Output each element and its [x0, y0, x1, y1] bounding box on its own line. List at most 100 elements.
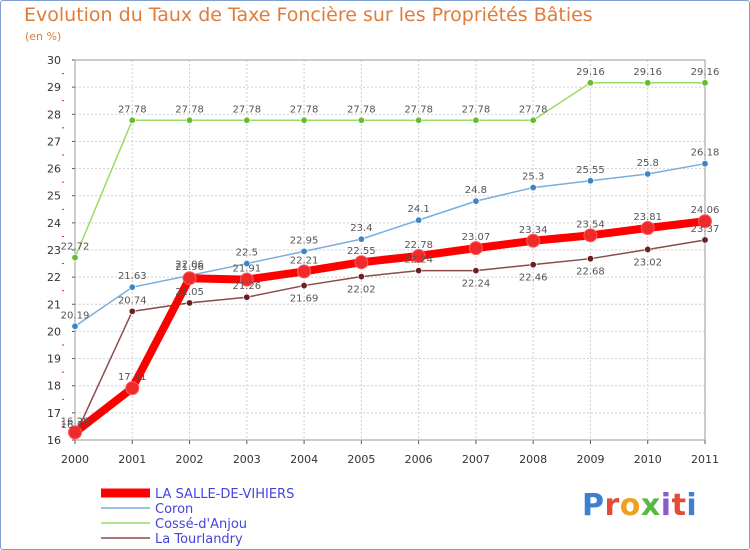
- data-label: 20.74: [118, 295, 147, 306]
- data-label: 27.78: [290, 104, 319, 115]
- y-tick-label: 20: [47, 325, 61, 338]
- data-point: [411, 248, 426, 263]
- y-tick-label: 27: [47, 135, 61, 148]
- data-label: 29.16: [576, 67, 605, 78]
- data-point: [472, 197, 480, 205]
- y-tick-label: 16: [47, 434, 61, 447]
- x-tick-label: 2000: [61, 453, 89, 466]
- data-point: [300, 247, 308, 255]
- data-point: [125, 381, 140, 396]
- data-point: [182, 271, 197, 286]
- data-point: [644, 79, 652, 87]
- data-label: 27.78: [232, 104, 261, 115]
- data-point: [583, 228, 598, 243]
- data-label: 22.02: [347, 285, 376, 296]
- data-point: [297, 264, 312, 279]
- logo-letter: t: [671, 488, 687, 523]
- y-tick-label: 24: [47, 217, 61, 230]
- data-label: 22.21: [290, 255, 319, 266]
- chart-unit-label: (en %): [25, 30, 62, 43]
- data-labels-layer: 16.28 17.91 21.96 21.91 22.21 22.55 22.78 23.07…: [61, 67, 720, 431]
- data-label: 21.05: [175, 287, 204, 298]
- data-point: [701, 79, 709, 87]
- data-point: [644, 245, 652, 253]
- data-label: 17.91: [118, 372, 147, 383]
- data-label: 22.72: [61, 242, 90, 253]
- y-tick-label: 23: [47, 244, 61, 257]
- data-label: 27.78: [462, 104, 491, 115]
- data-point: [68, 425, 82, 440]
- data-point: [300, 116, 308, 124]
- data-label: 25.55: [576, 165, 605, 176]
- legend: LA SALLE-DE-VIHIERSCoronCossé-d'AnjouLa …: [101, 487, 294, 547]
- data-label: 27.78: [118, 104, 147, 115]
- data-label: 27.78: [404, 104, 433, 115]
- data-point: [526, 233, 541, 248]
- data-label: 22.78: [404, 240, 433, 251]
- series-points-layer: [68, 79, 712, 440]
- data-point: [357, 116, 365, 124]
- data-point: [128, 283, 136, 291]
- data-point: [243, 260, 251, 268]
- data-point: [529, 184, 537, 192]
- logo-letter: P: [582, 488, 605, 523]
- x-tick-label: 2004: [290, 453, 318, 466]
- proxiti-logo: Proxiti: [582, 488, 697, 523]
- x-tick-label: 2001: [118, 453, 146, 466]
- data-point: [71, 254, 79, 262]
- data-point: [644, 170, 652, 178]
- x-tick-label: 2011: [691, 453, 719, 466]
- data-point: [586, 255, 594, 263]
- legend-label: LA SALLE-DE-VIHIERS: [155, 487, 294, 502]
- y-tick-label: 28: [47, 108, 61, 121]
- series-line-0: [71, 217, 709, 437]
- data-point: [354, 255, 369, 270]
- data-label: 25.3: [522, 172, 544, 183]
- data-label: 22.46: [519, 273, 548, 284]
- x-tick-label: 2008: [519, 453, 547, 466]
- data-point: [529, 116, 537, 124]
- data-point: [472, 267, 480, 275]
- data-label: 29.16: [633, 67, 662, 78]
- data-label: 21.96: [175, 262, 204, 273]
- data-point: [186, 299, 194, 307]
- data-point: [128, 116, 136, 124]
- x-tick-label: 2007: [462, 453, 490, 466]
- x-tick-label: 2005: [347, 453, 375, 466]
- data-label: 21.91: [232, 264, 261, 275]
- data-label: 25.8: [637, 158, 659, 169]
- chart-title: Evolution du Taux de Taxe Foncière sur l…: [24, 4, 593, 26]
- logo-letter: x: [640, 488, 661, 523]
- y-tick-label: 22: [47, 271, 61, 284]
- x-tick-label: 2003: [233, 453, 261, 466]
- data-label: 27.78: [175, 104, 204, 115]
- data-point: [357, 273, 365, 281]
- data-label: 22.68: [576, 267, 605, 278]
- logo-letter: i: [660, 488, 672, 523]
- data-point: [701, 236, 709, 244]
- x-tick-label: 2006: [405, 453, 433, 466]
- data-point: [71, 322, 79, 330]
- logo-letter: r: [604, 488, 620, 523]
- data-label: 24.1: [408, 204, 430, 215]
- data-label: 24.8: [465, 185, 487, 196]
- data-label: 21.26: [232, 281, 261, 292]
- data-label: 24.06: [691, 205, 720, 216]
- data-label: 29.16: [691, 67, 720, 78]
- x-tick-label: 2010: [634, 453, 662, 466]
- data-point: [186, 116, 194, 124]
- data-point: [128, 307, 136, 315]
- data-label: 23.07: [462, 232, 491, 243]
- data-point: [415, 267, 423, 275]
- series-line-1: [74, 162, 706, 328]
- data-label: 22.06: [175, 260, 204, 271]
- data-label: 21.63: [118, 271, 147, 282]
- logo-letter: i: [686, 488, 698, 523]
- data-point: [472, 116, 480, 124]
- data-label: 16.15: [61, 420, 90, 431]
- axes-layer: 16 17 18 19 20 21 22 23 24 25 26 27 28 29 30 2000 2001 20…: [47, 54, 719, 466]
- logo-letter: o: [619, 488, 641, 523]
- data-label: 22.24: [404, 255, 433, 266]
- data-point: [586, 79, 594, 87]
